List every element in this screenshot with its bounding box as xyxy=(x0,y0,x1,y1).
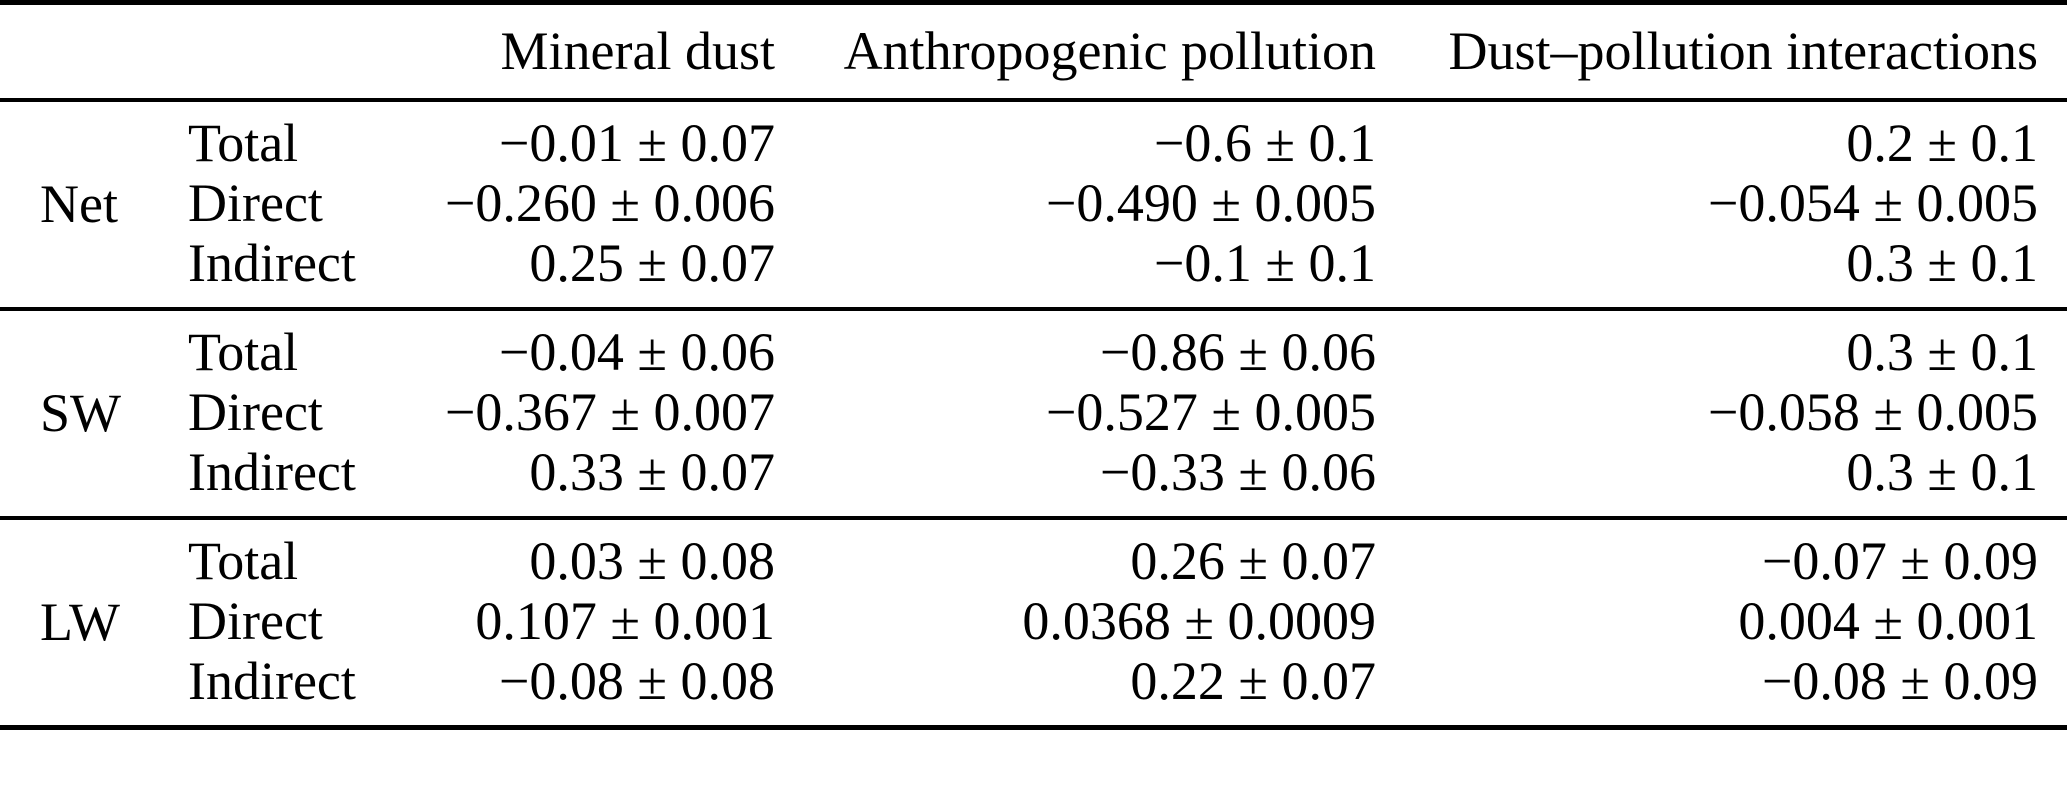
value-cell: −0.058 ± 0.005 xyxy=(1707,381,2038,442)
value-cell: −0.527 ± 0.005 xyxy=(1045,381,1376,442)
value-cell: −0.054 ± 0.005 xyxy=(1707,172,2038,233)
table-row: Direct 0.107 ± 0.001 0.0368 ± 0.0009 0.0… xyxy=(0,588,2067,654)
row-type-label: Direct xyxy=(188,590,323,651)
value-cell: 0.25 ± 0.07 xyxy=(529,232,775,293)
section-lw: LW Total 0.03 ± 0.08 0.26 ± 0.07 −0.07 ±… xyxy=(0,517,2067,728)
value-cell: 0.004 ± 0.001 xyxy=(1738,590,2038,651)
table-row: Indirect −0.08 ± 0.08 0.22 ± 0.07 −0.08 … xyxy=(0,654,2067,728)
row-type-label: Indirect xyxy=(188,441,356,502)
value-cell: 0.33 ± 0.07 xyxy=(529,441,775,502)
value-cell: −0.260 ± 0.006 xyxy=(444,172,775,233)
table-row: SW Total −0.04 ± 0.06 −0.86 ± 0.06 0.3 ±… xyxy=(0,309,2067,441)
row-type-label: Indirect xyxy=(188,232,356,293)
column-header-mineral-dust: Mineral dust xyxy=(403,2,775,102)
value-cell: −0.490 ± 0.005 xyxy=(1045,172,1376,233)
value-cell: −0.33 ± 0.06 xyxy=(1099,441,1376,502)
value-cell: −0.01 ± 0.07 xyxy=(498,112,775,173)
header-spacer-group xyxy=(0,2,188,102)
value-cell: 0.26 ± 0.07 xyxy=(1130,530,1376,591)
value-cell: 0.03 ± 0.08 xyxy=(529,530,775,591)
value-cell: 0.0368 ± 0.0009 xyxy=(1022,590,1376,651)
value-cell: 0.3 ± 0.1 xyxy=(1846,441,2038,502)
row-type-label: Indirect xyxy=(188,650,356,711)
header-spacer-type xyxy=(188,2,403,102)
value-cell: −0.1 ± 0.1 xyxy=(1153,232,1376,293)
row-type-label: Total xyxy=(188,530,299,591)
value-cell: −0.07 ± 0.09 xyxy=(1761,530,2038,591)
group-label-sw: SW xyxy=(40,383,121,443)
value-cell: 0.3 ± 0.1 xyxy=(1846,232,2038,293)
radiative-forcing-table: Mineral dust Anthropogenic pollution Dus… xyxy=(0,0,2067,730)
table-row: Direct −0.260 ± 0.006 −0.490 ± 0.005 −0.… xyxy=(0,170,2067,236)
value-cell: −0.86 ± 0.06 xyxy=(1099,321,1376,382)
value-cell: 0.3 ± 0.1 xyxy=(1846,321,2038,382)
table-row: Indirect 0.25 ± 0.07 −0.1 ± 0.1 0.3 ± 0.… xyxy=(0,236,2067,309)
group-label-net: Net xyxy=(40,174,118,234)
section-net: Net Total −0.01 ± 0.07 −0.6 ± 0.1 0.2 ± … xyxy=(0,100,2067,309)
table-row: LW Total 0.03 ± 0.08 0.26 ± 0.07 −0.07 ±… xyxy=(0,518,2067,649)
value-cell: −0.08 ± 0.08 xyxy=(498,650,775,711)
value-cell: 0.107 ± 0.001 xyxy=(475,590,775,651)
row-type-label: Direct xyxy=(188,172,323,233)
value-cell: −0.08 ± 0.09 xyxy=(1761,650,2038,711)
column-header-anthropogenic-pollution: Anthropogenic pollution xyxy=(775,2,1376,102)
value-cell: −0.367 ± 0.007 xyxy=(444,381,775,442)
table-row: Indirect 0.33 ± 0.07 −0.33 ± 0.06 0.3 ± … xyxy=(0,445,2067,518)
value-cell: −0.6 ± 0.1 xyxy=(1153,112,1376,173)
table-row: Net Total −0.01 ± 0.07 −0.6 ± 0.1 0.2 ± … xyxy=(0,100,2067,232)
header-row: Mineral dust Anthropogenic pollution Dus… xyxy=(0,2,2067,102)
value-cell: 0.22 ± 0.07 xyxy=(1130,650,1376,711)
table-row: Direct −0.367 ± 0.007 −0.527 ± 0.005 −0.… xyxy=(0,379,2067,445)
row-type-label: Total xyxy=(188,321,299,382)
table-header: Mineral dust Anthropogenic pollution Dus… xyxy=(0,2,2067,102)
column-header-dust-pollution-interactions: Dust–pollution interactions xyxy=(1376,2,2067,102)
value-cell: −0.04 ± 0.06 xyxy=(498,321,775,382)
row-type-label: Total xyxy=(188,112,299,173)
group-label-lw: LW xyxy=(40,592,120,652)
row-type-label: Direct xyxy=(188,381,323,442)
section-sw: SW Total −0.04 ± 0.06 −0.86 ± 0.06 0.3 ±… xyxy=(0,308,2067,518)
value-cell: 0.2 ± 0.1 xyxy=(1846,112,2038,173)
